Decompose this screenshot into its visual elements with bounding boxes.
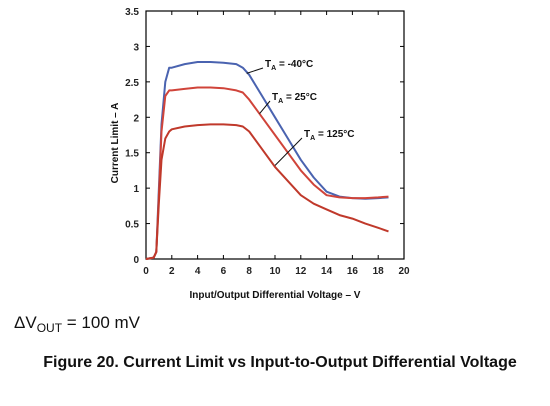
series-line-1 [145,86,389,260]
x-tick-label: 10 [269,266,281,277]
annotation-label: TA = 25°C [272,92,317,105]
y-tick-label: 0 [133,255,139,266]
y-tick-label: 1.5 [125,149,139,160]
annotation-pointer [274,137,303,166]
x-tick-label: 12 [295,266,307,277]
axes: 0 2 4 6 8 10 12 14 16 18 20 0 0.5 1 1.5 2 2.5 3 3.5 Input/O… [110,7,410,300]
current-limit-chart: 0 2 4 6 8 10 12 14 16 18 20 0 0.5 1 1.5 2 2.5 3 3.5 Input/O… [110,7,410,300]
x-tick-label: 18 [373,266,385,277]
x-tick-label: 2 [169,266,175,277]
x-tick-label: 4 [195,266,201,277]
delta-vout-subscript: OUT [36,321,63,335]
y-tick-label: 3.5 [125,7,139,18]
series-layer [145,61,389,260]
series-line-2 [145,123,389,260]
x-axis-title: Input/Output Differential Voltage – V [190,290,361,300]
delta-vout-value: = 100 mV [62,313,141,332]
delta-vout-note: ΔVOUT = 100 mV [14,313,140,335]
y-tick-label: 1 [133,184,139,195]
annotation-label: TA = 125°C [304,129,354,142]
x-tick-label: 8 [246,266,252,277]
x-tick-label: 14 [321,266,333,277]
delta-vout-prefix: ΔV [14,313,37,332]
x-tick-label: 0 [143,266,149,277]
y-tick-label: 3 [133,42,139,53]
annotation-pointer [246,67,264,74]
y-axis-title: Current Limit – A [110,103,121,184]
y-tick-label: 0.5 [125,220,139,231]
x-tick-label: 6 [221,266,227,277]
x-tick-label: 16 [347,266,359,277]
annotations-layer: TA = -40°C TA = 25°C TA = 125°C [246,59,354,166]
figure-caption: Figure 20. Current Limit vs Input-to-Out… [43,354,517,371]
annotation-pointer [259,100,271,115]
x-tick-label: 20 [398,266,410,277]
series-line-0 [145,61,389,260]
y-tick-label: 2.5 [125,78,139,89]
y-tick-label: 2 [133,113,139,124]
annotation-label: TA = -40°C [265,59,313,72]
